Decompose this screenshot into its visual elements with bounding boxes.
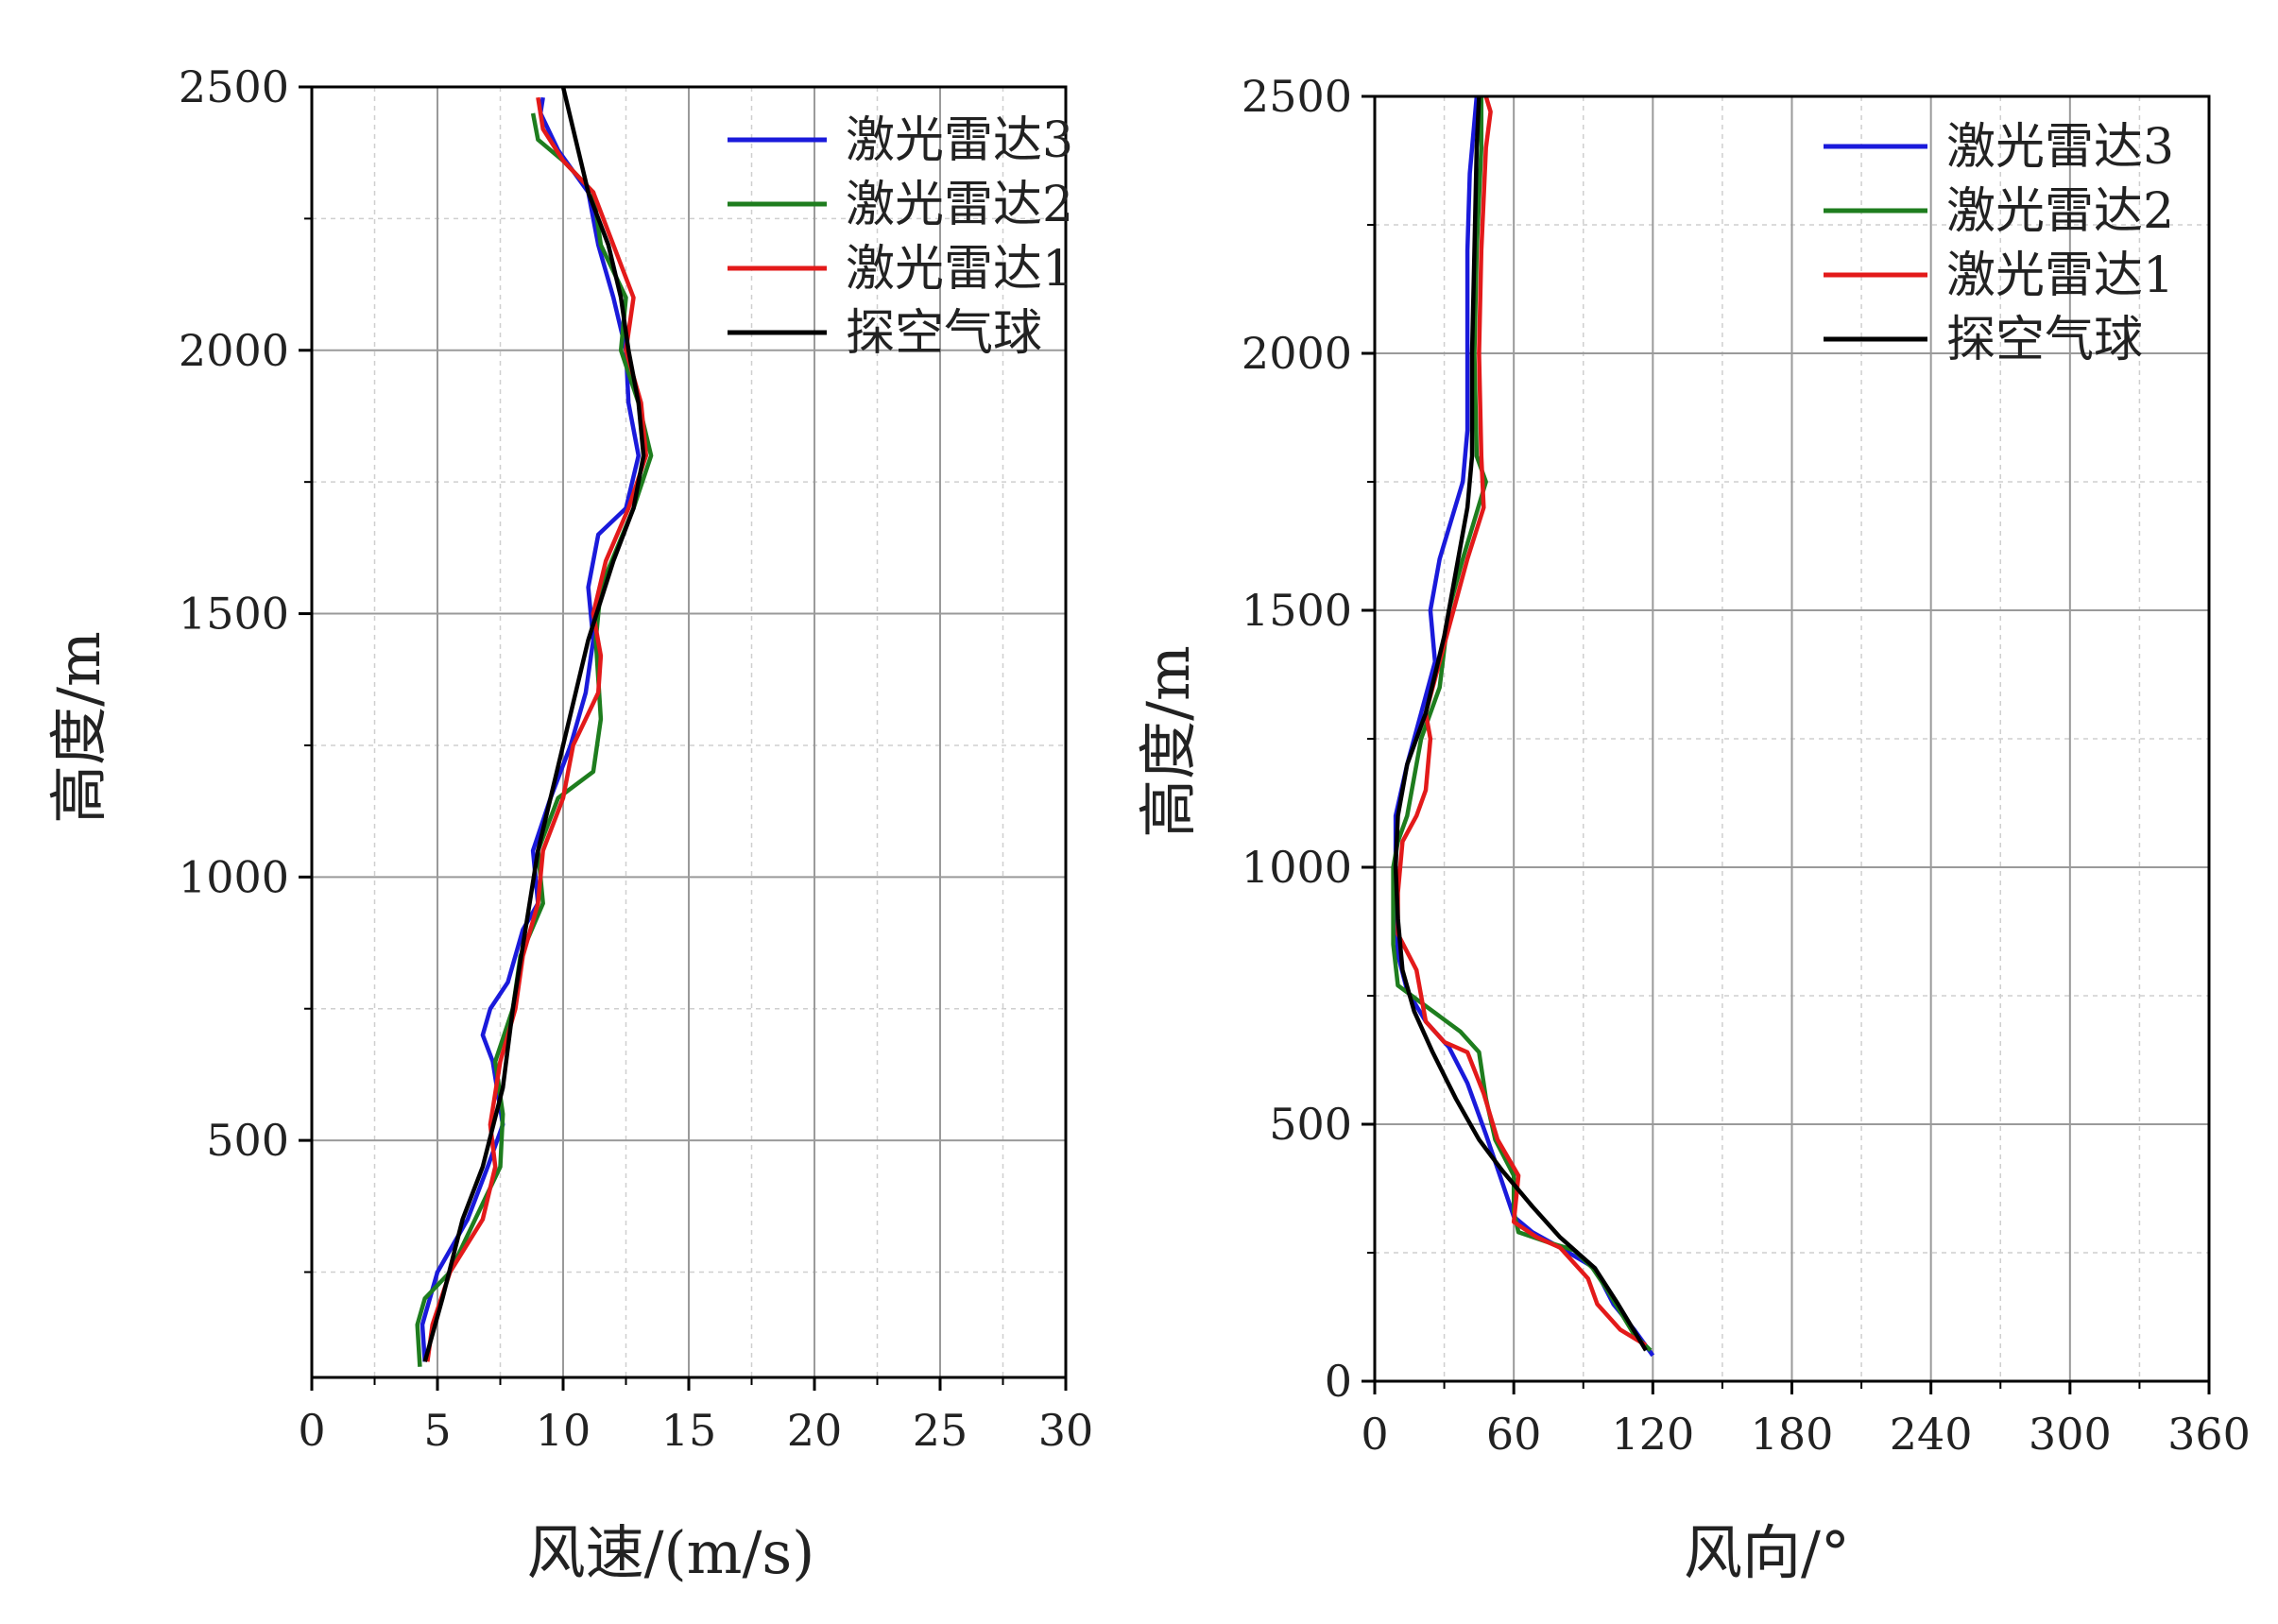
x-tick-label: 120	[1611, 1409, 1694, 1460]
x-tick-label: 240	[1890, 1409, 1973, 1460]
legend-label: 激光雷达1	[1946, 248, 2174, 304]
x-tick-label: 300	[2029, 1409, 2112, 1460]
series-line-激光雷达1	[425, 96, 649, 1362]
y-tick-label: 2500	[179, 61, 289, 112]
y-axis-title: 高度/m	[44, 631, 113, 824]
x-tick-label: 60	[1486, 1409, 1542, 1460]
y-tick-label: 1000	[179, 851, 289, 902]
x-tick-label: 180	[1751, 1409, 1834, 1460]
x-tick-label: 360	[2167, 1409, 2251, 1460]
y-tick-label: 1000	[1242, 842, 1352, 893]
legend-label: 探空气球	[846, 305, 1042, 362]
series-line-激光雷达3	[420, 96, 642, 1362]
legend-label: 激光雷达3	[846, 112, 1073, 169]
series-line-激光雷达1	[1396, 95, 1648, 1347]
x-tick-label: 10	[536, 1405, 591, 1456]
series-line-激光雷达2	[1391, 96, 1653, 1353]
y-tick-label: 2000	[1242, 328, 1352, 379]
x-tick-label: 0	[1361, 1409, 1388, 1460]
y-tick-label: 2500	[1242, 71, 1352, 122]
x-axis-title: 风速/(m/s)	[527, 1518, 815, 1587]
wind-speed-panel: 0 5 10 15 20 25 30 500 1000 1500 2000 2500 风速/(m/s) 高…	[44, 61, 1093, 1587]
x-axis-title: 风向/°	[1684, 1518, 1850, 1587]
legend: 激光雷达3 激光雷达2 激光雷达1 探空气球	[1824, 119, 2174, 368]
y-tick-label: 1500	[1242, 585, 1352, 636]
legend-label: 激光雷达2	[1946, 183, 2174, 240]
legend-label: 激光雷达1	[846, 241, 1073, 298]
y-tick-label: 500	[1269, 1099, 1352, 1150]
x-tick-label: 20	[787, 1405, 843, 1456]
y-axis-title: 高度/m	[1134, 645, 1203, 838]
series-line-激光雷达2	[415, 112, 654, 1367]
x-tick-label: 30	[1038, 1405, 1094, 1456]
y-tick-label: 500	[206, 1115, 289, 1166]
y-tick-label: 2000	[179, 325, 289, 376]
legend-label: 激光雷达2	[846, 177, 1073, 233]
legend: 激光雷达3 激光雷达2 激光雷达1 探空气球	[728, 112, 1073, 362]
series-line-探空气球	[422, 86, 646, 1362]
x-tick-label: 15	[661, 1405, 717, 1456]
x-tick-label: 0	[298, 1405, 325, 1456]
x-tick-label: 25	[913, 1405, 968, 1456]
y-tick-label: 1500	[179, 589, 289, 640]
series-line-激光雷达3	[1393, 95, 1655, 1358]
legend-label: 探空气球	[1946, 312, 2143, 368]
wind-direction-panel: 0 60 120 180 240 300 360 0 500 1000 1500 2000 2500 风向…	[1134, 71, 2251, 1587]
y-tick-label: 0	[1325, 1356, 1352, 1407]
x-tick-label: 5	[423, 1405, 451, 1456]
legend-label: 激光雷达3	[1946, 119, 2174, 176]
series-line-探空气球	[1393, 95, 1648, 1352]
